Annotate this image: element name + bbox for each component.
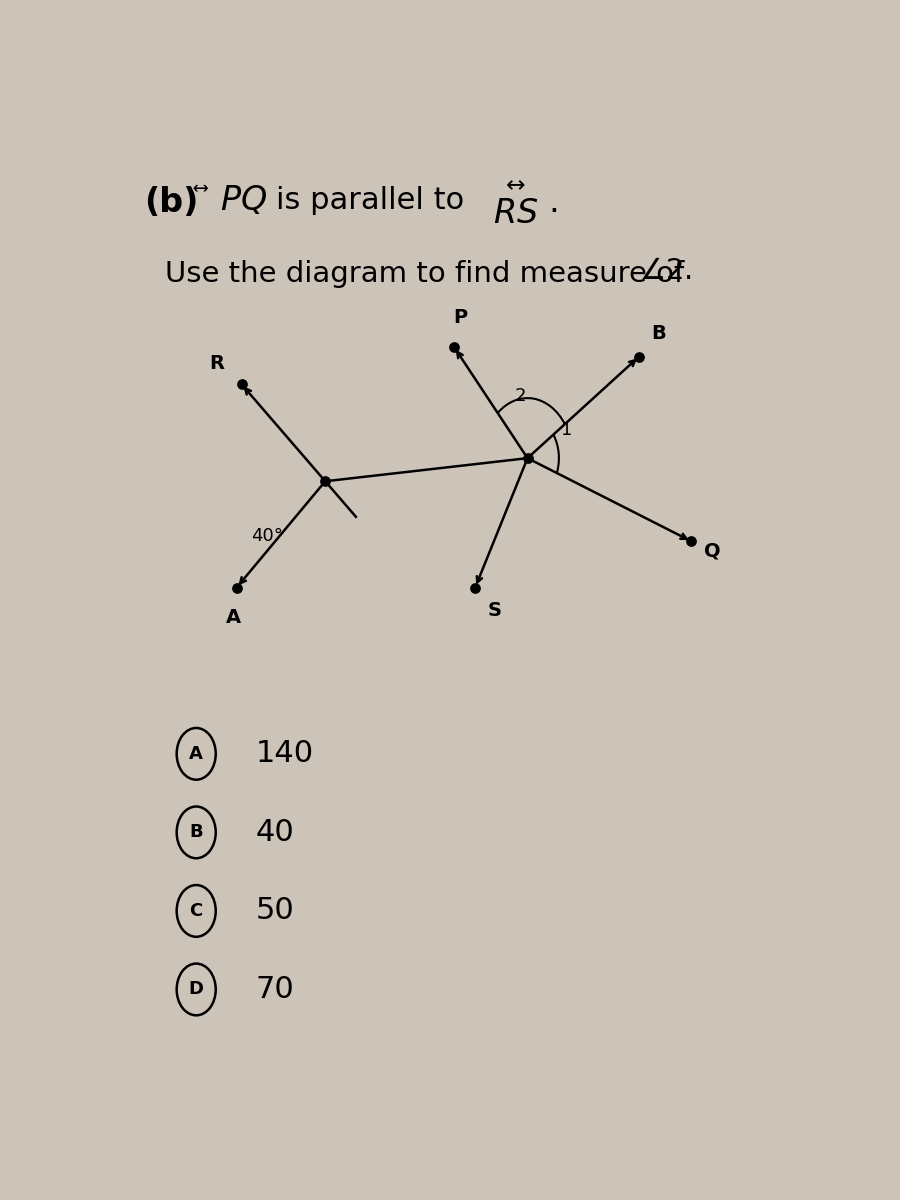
- Text: $\overset{\leftrightarrow}{\mathit{RS}}$: $\overset{\leftrightarrow}{\mathit{RS}}$: [492, 182, 538, 230]
- Text: $\angle 2$.: $\angle 2$.: [639, 257, 692, 284]
- Text: 40: 40: [256, 818, 294, 847]
- Text: C: C: [190, 902, 203, 920]
- Text: R: R: [209, 354, 224, 373]
- Text: A: A: [226, 608, 240, 626]
- Text: 70: 70: [256, 974, 294, 1004]
- Point: [632, 347, 646, 366]
- Text: 50: 50: [256, 896, 294, 925]
- Text: A: A: [189, 745, 203, 763]
- Text: B: B: [652, 324, 666, 343]
- Text: S: S: [488, 601, 502, 620]
- Point: [447, 337, 462, 356]
- Text: 1: 1: [561, 421, 572, 439]
- Point: [468, 578, 482, 598]
- Text: 140: 140: [256, 739, 313, 768]
- Text: B: B: [189, 823, 203, 841]
- Text: 2: 2: [515, 386, 526, 404]
- Point: [520, 449, 535, 468]
- Text: P: P: [453, 308, 467, 326]
- Point: [684, 532, 698, 551]
- Text: .: .: [548, 186, 559, 218]
- Text: D: D: [189, 980, 203, 998]
- Text: is parallel to: is parallel to: [276, 186, 464, 215]
- Text: (b): (b): [144, 186, 198, 218]
- Point: [230, 578, 244, 598]
- Point: [318, 472, 332, 491]
- Text: Use the diagram to find measure of: Use the diagram to find measure of: [165, 259, 693, 288]
- Text: $\overleftrightarrow{\,\mathit{PQ}\,}$: $\overleftrightarrow{\,\mathit{PQ}\,}$: [193, 182, 267, 217]
- Text: Q: Q: [704, 541, 721, 560]
- Point: [234, 374, 248, 394]
- Text: 40°: 40°: [251, 528, 284, 546]
